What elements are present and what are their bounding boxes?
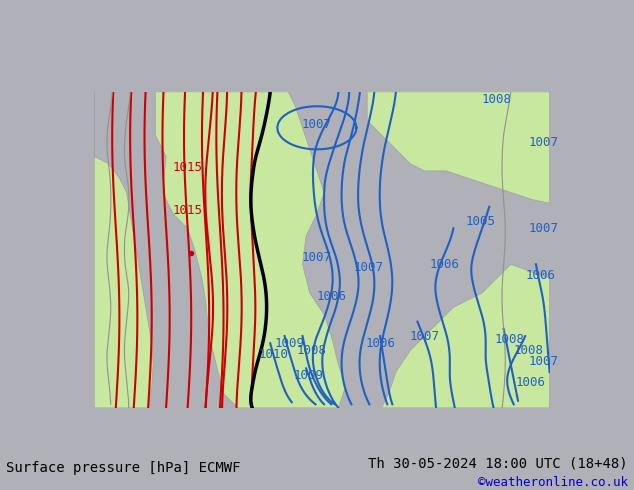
Text: 1008: 1008	[514, 344, 544, 357]
Text: 1009: 1009	[294, 369, 323, 382]
Text: 1008: 1008	[495, 333, 524, 346]
Text: 1006: 1006	[365, 337, 395, 350]
Text: 1010: 1010	[259, 347, 289, 361]
Text: Surface pressure [hPa] ECMWF: Surface pressure [hPa] ECMWF	[6, 461, 241, 475]
Text: 1007: 1007	[302, 118, 332, 131]
Text: 1015: 1015	[172, 204, 203, 217]
Text: ©weatheronline.co.uk: ©weatheronline.co.uk	[477, 476, 628, 489]
Text: 1015: 1015	[172, 161, 203, 174]
Text: 1009: 1009	[275, 337, 304, 350]
Text: 1007: 1007	[528, 136, 558, 148]
Polygon shape	[382, 264, 550, 408]
Text: 1008: 1008	[296, 344, 326, 357]
Text: 1007: 1007	[410, 330, 439, 343]
Polygon shape	[367, 92, 550, 203]
Text: 1007: 1007	[528, 355, 558, 368]
Text: 1007: 1007	[528, 222, 558, 235]
Text: 1006: 1006	[516, 376, 546, 389]
Text: 1006: 1006	[430, 258, 460, 271]
Text: 1007: 1007	[354, 261, 384, 274]
Text: 1008: 1008	[481, 93, 512, 105]
Text: 1005: 1005	[465, 215, 496, 228]
Text: 1006: 1006	[526, 269, 556, 282]
Polygon shape	[155, 92, 346, 408]
Text: 1007: 1007	[302, 250, 332, 264]
Text: Th 30-05-2024 18:00 UTC (18+48): Th 30-05-2024 18:00 UTC (18+48)	[368, 456, 628, 470]
Polygon shape	[94, 92, 153, 408]
Text: 1006: 1006	[316, 290, 346, 303]
